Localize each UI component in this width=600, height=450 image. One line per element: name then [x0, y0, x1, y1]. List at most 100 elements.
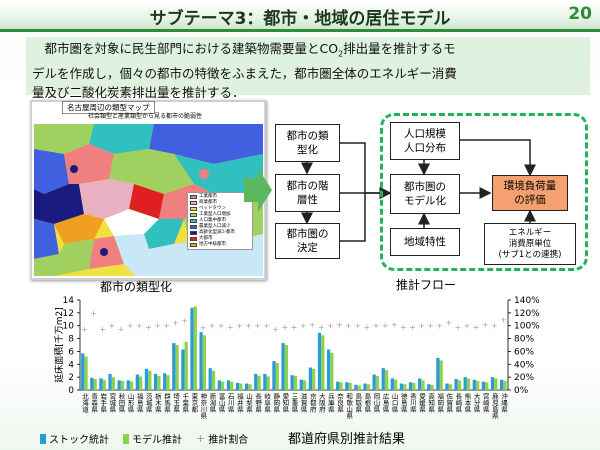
bar-model: [439, 360, 443, 390]
flow-caption: 推計フロー: [396, 278, 457, 292]
x-tick-label: 山形県: [126, 392, 134, 414]
x-tick-label: 長野県: [254, 393, 262, 414]
x-tick-label: 滋賀県: [299, 392, 307, 414]
bar-stock: [326, 349, 331, 390]
bar-stock: [345, 382, 349, 390]
bar-model: [111, 377, 115, 390]
bar-model: [348, 382, 352, 390]
bar-stock: [290, 375, 294, 390]
x-tick-label: 岩手県: [99, 392, 107, 414]
y2-tick-label: 80%: [514, 335, 534, 345]
bar-model: [357, 385, 361, 390]
x-tick-label: 山梨県: [244, 392, 252, 414]
bar-model: [102, 379, 106, 390]
x-tick-label: 鹿児島県: [490, 392, 498, 421]
arrow-decision-to-metro: [340, 193, 366, 242]
ratio-marker: +: [336, 320, 343, 329]
map-legend-item: 工業都市: [190, 194, 250, 200]
map-legend-item: 高齢化型減少都市: [190, 230, 250, 236]
map-legend-swatch: [190, 231, 197, 235]
ratio-marker: +: [236, 322, 243, 331]
y2-tick-label: 60%: [514, 347, 534, 357]
flow-box-energy-unit: エネルギー 消費原単位 (サブ1との連携): [484, 223, 576, 265]
ratio-marker: +: [409, 323, 416, 332]
x-tick-label: 青森県: [90, 392, 98, 414]
ratio-marker: +: [300, 322, 307, 331]
x-tick-label: 福島県: [135, 392, 143, 414]
chart-legend: ストック統計 モデル推計 + 推計割合: [40, 431, 262, 446]
legend-model-label: モデル推計: [132, 435, 182, 446]
y2-tick-label: 100%: [514, 322, 540, 332]
x-tick-label: 宮崎県: [481, 392, 489, 414]
bar-stock: [117, 380, 121, 390]
ratio-marker: +: [81, 325, 88, 334]
ratio-marker: +: [136, 322, 143, 331]
x-tick-label: 熊本県: [463, 392, 471, 414]
legend-ratio: + 推計割合: [196, 431, 248, 446]
bar-stock: [235, 382, 240, 390]
x-tick-label: 徳島県: [399, 392, 407, 414]
map-legend-item: 商業都市: [190, 200, 250, 206]
ratio-marker: +: [263, 322, 270, 331]
x-tick-label: 長崎県: [454, 393, 462, 414]
bar-stock: [308, 367, 313, 390]
map-legend-label: 地方中核都市: [199, 242, 226, 247]
flow-box-metro-decision-label: 都市圏の 決定: [286, 228, 329, 254]
bar-model: [239, 383, 243, 390]
bar-model: [184, 341, 188, 390]
x-tick-label: 愛知県: [281, 392, 289, 414]
bar-stock: [317, 332, 322, 390]
ratio-marker: +: [464, 322, 471, 331]
ratio-marker: +: [291, 323, 298, 332]
y-tick-label: 12: [63, 309, 74, 319]
ratio-marker: +: [436, 322, 443, 331]
bar-model: [120, 381, 125, 390]
x-tick-label: 岡山県: [372, 393, 380, 414]
bar-stock: [99, 378, 103, 390]
chart-caption: 都道府県別推計結果: [288, 432, 406, 447]
bar-stock: [499, 379, 504, 390]
city-type-map: [34, 124, 263, 276]
map-legend-swatch: [190, 213, 197, 217]
map-legend-label: 工業型人口増加: [199, 212, 231, 217]
ratio-marker: +: [482, 320, 489, 329]
x-tick-label: 愛媛県: [417, 392, 425, 414]
x-tick-label: 和歌山県: [345, 392, 353, 421]
bar-stock: [281, 343, 285, 390]
y2-tick-label: 20%: [514, 373, 534, 383]
flow-box-env-eval: 環境負荷量 の評価: [492, 175, 568, 211]
bar-model: [421, 380, 425, 390]
ratio-marker: +: [190, 322, 197, 331]
map-legend: 工業都市 商業都市 ベッドタウン 工業型人口増加 人口集中都市 農業型人口減少 高齢化型減少…: [187, 192, 253, 250]
y-tick-label: 0: [68, 386, 74, 396]
bar-stock: [372, 374, 376, 390]
ratio-marker: +: [163, 322, 170, 331]
bar-stock: [172, 343, 176, 390]
ratio-marker: +: [473, 323, 480, 332]
bar-stock: [390, 378, 394, 390]
x-tick-label: 群馬県: [163, 392, 171, 414]
bar-stock: [135, 374, 140, 390]
intro-line2: デルを作成し，個々の都市の特徴をふまえた，都市圏全体のエネルギー消費: [32, 65, 457, 81]
bar-stock: [463, 377, 467, 390]
bar-stock: [153, 373, 158, 390]
bar-stock: [490, 377, 495, 390]
ratio-marker: +: [181, 317, 188, 326]
flow-box-city-typing-label: 都市の類 型化: [286, 130, 329, 156]
x-tick-label: 埼玉県: [172, 392, 180, 414]
x-tick-label: 香川県: [408, 392, 416, 414]
prefecture-bar-chart: 024681012140%20%40%60%80%100%120%140%延床面…: [53, 296, 540, 421]
y2-tick-label: 120%: [514, 309, 540, 319]
bar-stock: [163, 373, 167, 390]
bar-stock: [190, 307, 194, 390]
x-tick-label: 石川県: [226, 393, 234, 414]
ratio-marker: +: [154, 322, 161, 331]
arrow-population-to-env: [460, 139, 536, 177]
bar-model: [330, 352, 334, 390]
map-subtitle: 社会類型と産業類型から見る都市の脆弱性: [88, 113, 203, 120]
flow-box-metro-decision: 都市圏の 決定: [275, 223, 340, 259]
bar-model: [175, 345, 179, 390]
intro-line1-post: 排出量を推計するモ: [343, 41, 456, 56]
map-caption: 都市の類型化: [100, 280, 173, 294]
x-tick-label: 宮城県: [108, 392, 116, 414]
